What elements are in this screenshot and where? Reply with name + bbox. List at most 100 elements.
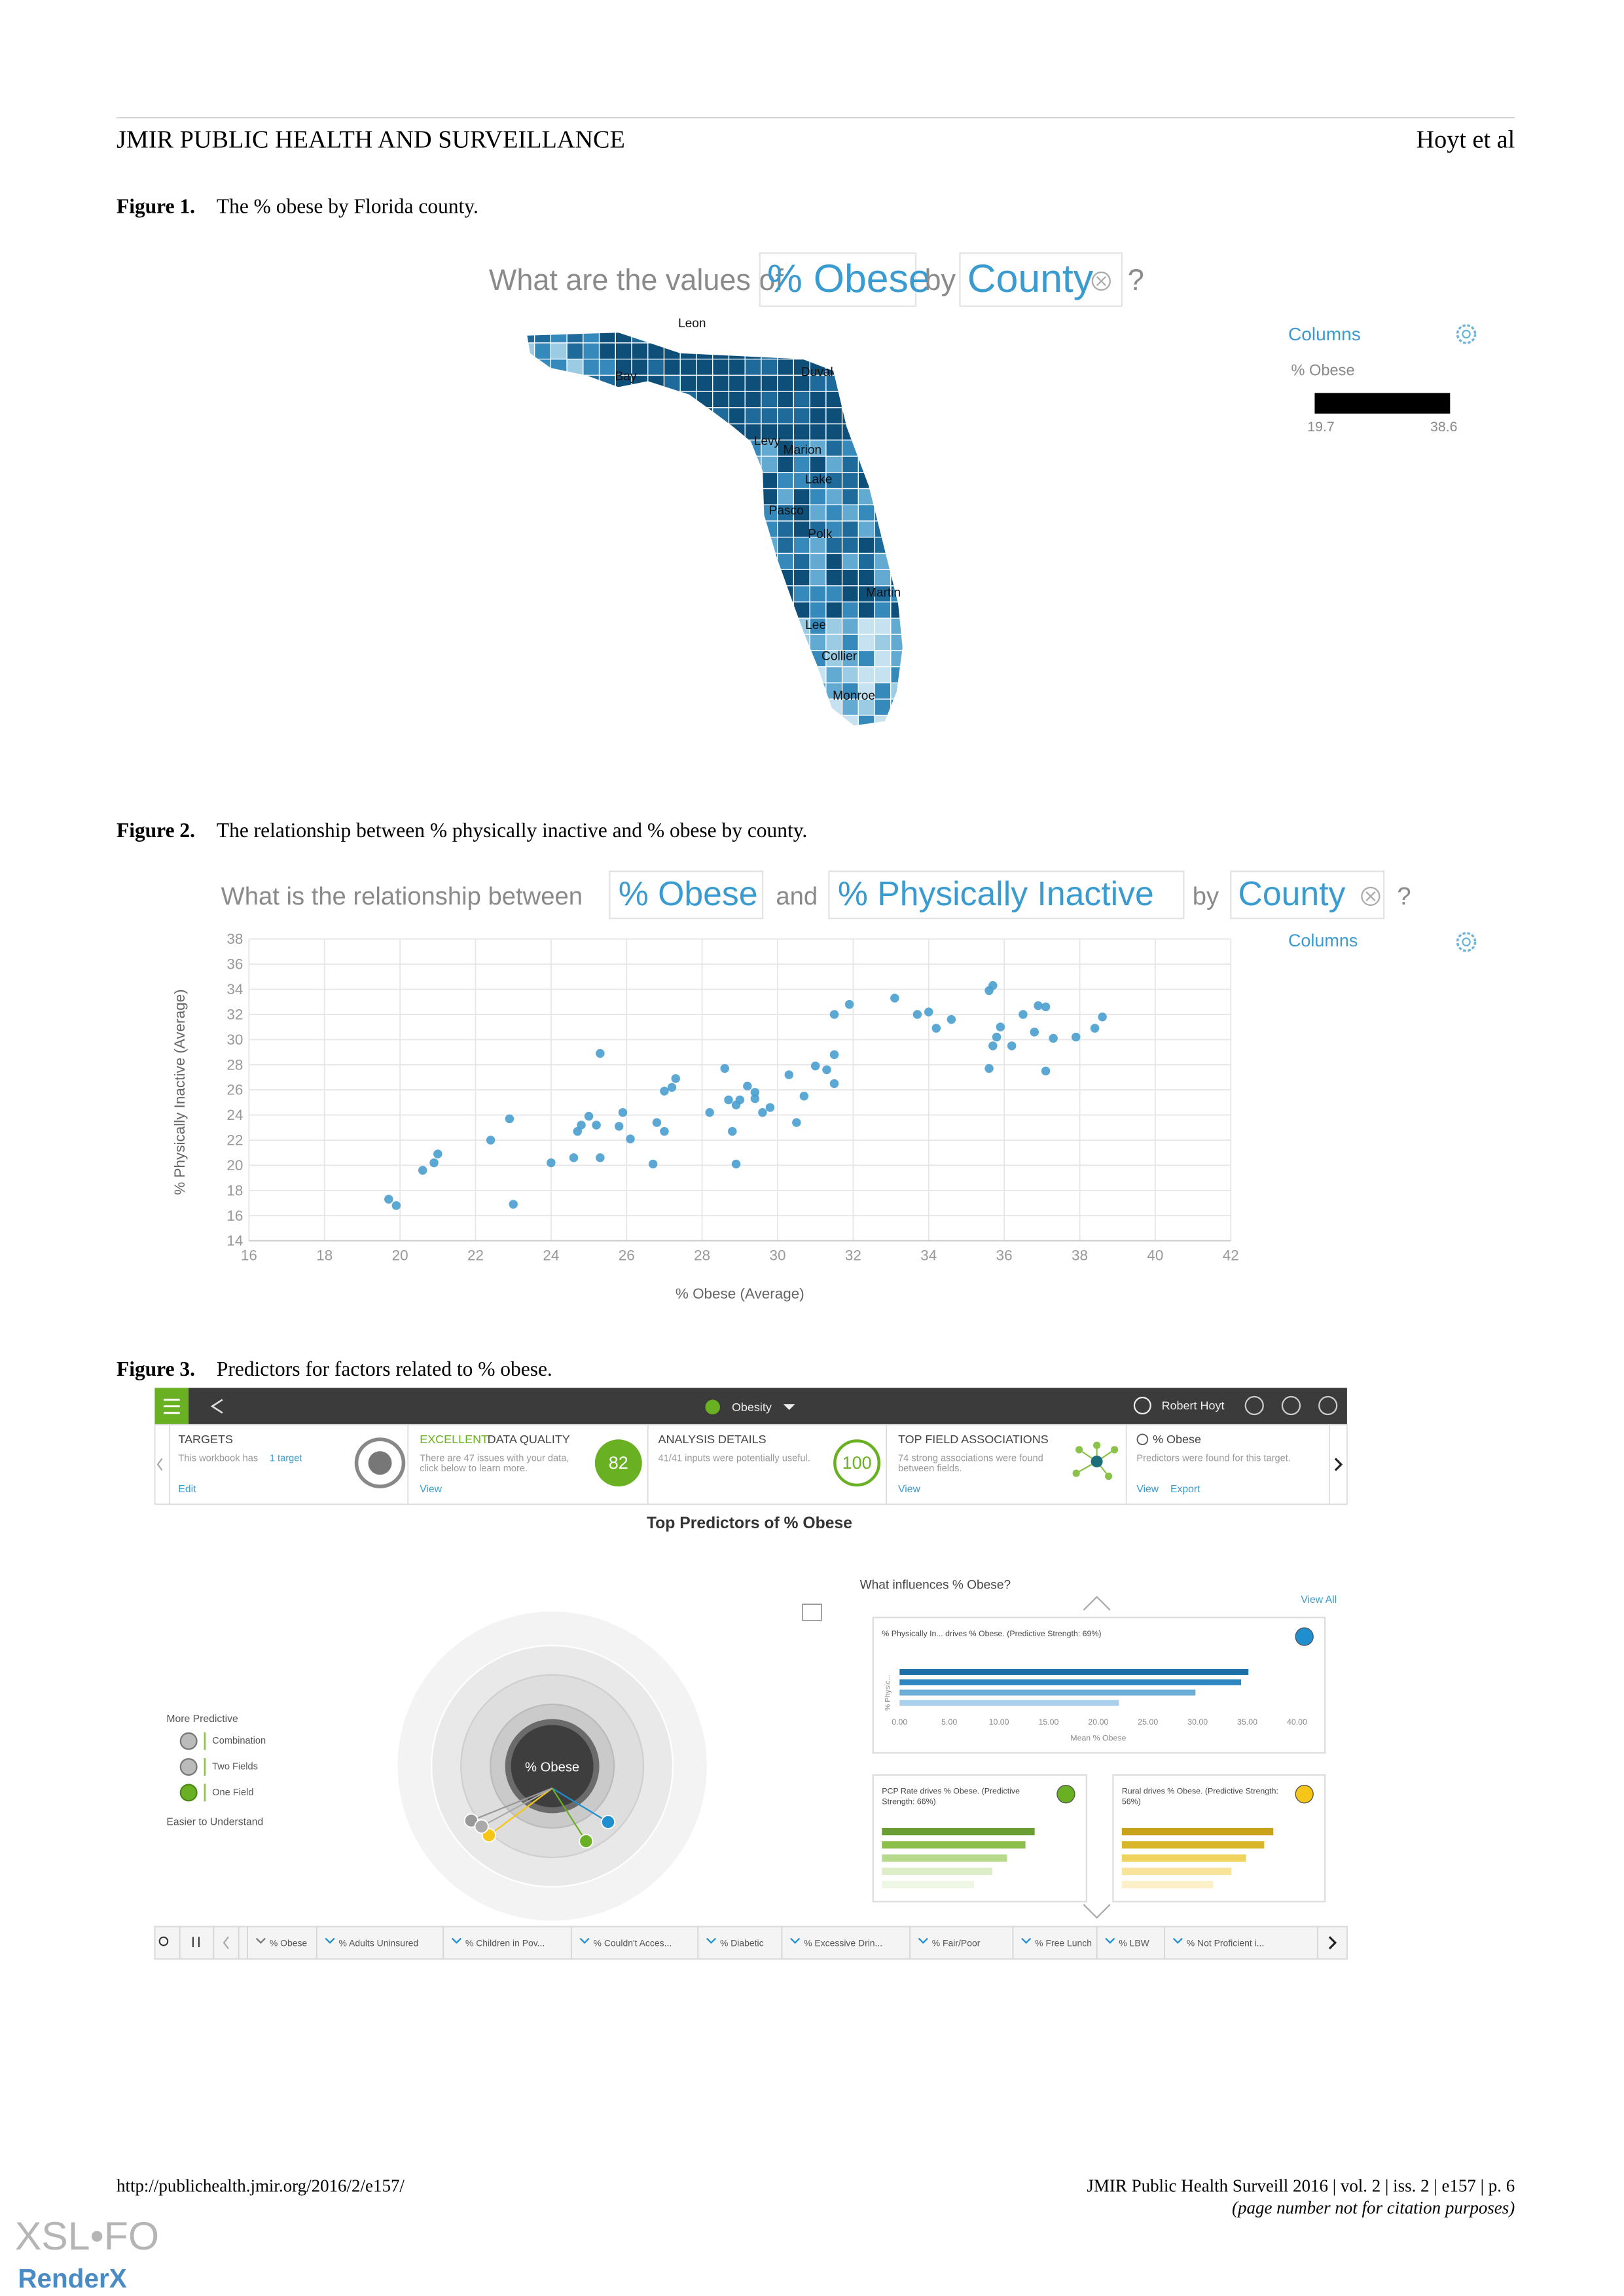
- county-shape: [527, 342, 535, 360]
- county-shape: [550, 456, 568, 473]
- county-shape: [761, 520, 778, 538]
- field-tab[interactable]: % Not Proficient i...: [1187, 1937, 1265, 1948]
- county-shape: [793, 634, 810, 651]
- sort-icon: [192, 1937, 200, 1948]
- tab-icon: [325, 1937, 335, 1944]
- county-shape: [583, 585, 600, 603]
- x-tick-label: 16: [241, 1247, 257, 1264]
- scatter-point: [596, 1153, 605, 1162]
- question-text: by: [1193, 882, 1219, 910]
- county-shape: [890, 666, 903, 684]
- county-shape: [907, 489, 924, 505]
- county-shape: [761, 342, 778, 360]
- card-action[interactable]: Export: [1170, 1484, 1200, 1495]
- view-all-link[interactable]: View All: [1301, 1594, 1337, 1605]
- figure-label: Figure 3.: [117, 1357, 195, 1380]
- network-node: [1104, 1472, 1113, 1480]
- field-tab[interactable]: % Couldn't Acces...: [594, 1937, 672, 1948]
- county-shape: [744, 374, 762, 392]
- county-shape: [533, 650, 552, 668]
- county-shape: [527, 585, 535, 603]
- county-shape: [550, 617, 568, 635]
- county-shape: [890, 439, 903, 457]
- predictor-bar: [1121, 1880, 1214, 1889]
- county-shape: [890, 374, 903, 392]
- county-shape: [728, 585, 746, 603]
- county-shape: [761, 634, 778, 651]
- legend-field: % Obese: [1291, 363, 1354, 380]
- county-shape: [825, 585, 843, 603]
- county-shape: [907, 521, 924, 537]
- county-shape: [809, 488, 827, 505]
- county-shape: [857, 569, 875, 586]
- county-shape: [527, 407, 535, 425]
- county-shape: [728, 682, 746, 700]
- card-action[interactable]: Edit: [178, 1484, 196, 1495]
- county-shape: [533, 520, 552, 538]
- field-tab[interactable]: % Adults Uninsured: [339, 1937, 419, 1948]
- county-shape: [598, 682, 616, 700]
- field-tab[interactable]: % Children in Pov...: [465, 1937, 545, 1948]
- county-shape: [583, 650, 600, 668]
- county-shape: [890, 552, 903, 570]
- legend-gradient: [1314, 393, 1451, 414]
- county-shape: [679, 439, 697, 457]
- county-shape: [712, 407, 730, 425]
- county-shape: [728, 537, 746, 554]
- county-shape: [566, 650, 584, 668]
- predictor-bar: [1121, 1854, 1246, 1862]
- field-tab[interactable]: % Fair/Poor: [932, 1937, 981, 1948]
- county-shape: [728, 617, 746, 635]
- county-shape: [533, 359, 552, 376]
- county-shape: [907, 424, 924, 440]
- county-shape: [890, 456, 903, 473]
- field-tab[interactable]: % Free Lunch: [1035, 1937, 1092, 1948]
- scatter-point: [1030, 1028, 1039, 1037]
- y-tick-label: 20: [226, 1157, 243, 1174]
- county-shape: [857, 407, 875, 425]
- legend-icon: [179, 1758, 198, 1776]
- scatter-point: [731, 1159, 741, 1169]
- question-dimension: County: [967, 256, 1094, 300]
- help-mark: ?: [1397, 882, 1411, 910]
- card-action[interactable]: View: [420, 1484, 442, 1495]
- county-shape: [533, 456, 552, 473]
- county-shape: [550, 569, 568, 586]
- card-action[interactable]: View: [1136, 1484, 1159, 1495]
- county-shape: [533, 374, 552, 392]
- panel-title: Columns: [1288, 931, 1358, 950]
- scatter-point: [822, 1065, 831, 1075]
- county-shape: [550, 634, 568, 651]
- predictor-title: PCP Rate drives % Obese. (Predictive: [882, 1787, 1020, 1796]
- y-tick-label: 16: [226, 1208, 243, 1224]
- county-shape: [566, 332, 584, 344]
- county-shape: [598, 342, 616, 360]
- county-shape: [663, 666, 681, 684]
- county-shape: [679, 569, 697, 586]
- tab-icon: [1021, 1937, 1032, 1944]
- county-shape: [825, 342, 843, 360]
- field-tab[interactable]: % Obese: [270, 1937, 308, 1948]
- county-shape: [744, 456, 762, 473]
- county-shape: [712, 374, 730, 392]
- county-shape: [841, 715, 859, 726]
- predictor-card: [872, 1774, 1088, 1903]
- county-shape: [728, 439, 746, 457]
- county-shape: [728, 520, 746, 538]
- field-tab[interactable]: % Excessive Drin...: [804, 1937, 882, 1948]
- field-tab[interactable]: % LBW: [1119, 1937, 1149, 1948]
- county-shape: [712, 698, 730, 716]
- county-label: Martin: [866, 586, 901, 600]
- predictor-bar: [882, 1867, 992, 1875]
- county-shape: [874, 537, 892, 554]
- county-shape: [583, 391, 600, 408]
- county-shape: [874, 342, 892, 360]
- county-shape: [728, 666, 746, 684]
- x-tick-label: 32: [845, 1247, 861, 1264]
- county-shape: [793, 601, 810, 619]
- field-tab[interactable]: % Diabetic: [720, 1937, 764, 1948]
- scatter-point: [384, 1194, 393, 1204]
- figure-caption: Predictors for factors related to % obes…: [217, 1357, 552, 1380]
- county-shape: [761, 423, 778, 441]
- card-action[interactable]: View: [898, 1484, 920, 1495]
